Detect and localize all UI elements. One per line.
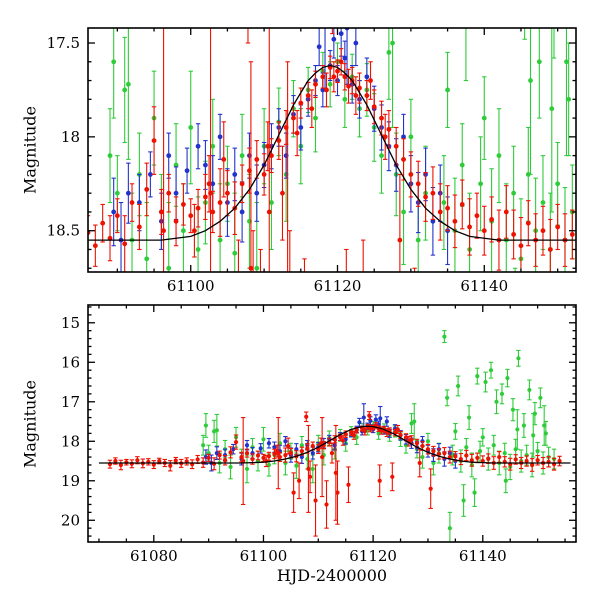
panel-zoom-frame [87, 27, 577, 273]
panel-full-frame [87, 304, 577, 543]
top-panel-y-axis-label: Magnitude [20, 105, 40, 195]
series-red [88, 28, 575, 272]
x-tick-label: 61080 [130, 547, 178, 565]
y-tick-label: 18 [61, 432, 80, 450]
x-tick-label: 61120 [349, 547, 397, 565]
series-red [107, 411, 562, 537]
y-tick-label: 20 [61, 511, 80, 529]
series-green [200, 330, 557, 542]
model-curve [98, 425, 571, 464]
y-tick-label: 17 [61, 393, 80, 411]
model-curve [88, 64, 576, 241]
y-tick-label: 15 [61, 314, 80, 332]
y-tick-label: 18 [61, 128, 80, 146]
panel-full-data [98, 330, 571, 542]
y-tick-label: 19 [61, 472, 80, 490]
x-tick-label: 61120 [314, 277, 362, 295]
y-tick-label: 16 [61, 353, 80, 371]
bottom-panel-y-axis-label: Magnitude [20, 379, 40, 469]
panel-full-tick-labels: 61080 61100 61120 61140 15 16 17 18 19 20 [61, 314, 507, 565]
x-tick-label: 61140 [460, 277, 508, 295]
panel-full-ticks [88, 305, 576, 542]
x-tick-label: 61100 [167, 277, 215, 295]
panel-zoom-ticks [88, 28, 576, 272]
y-tick-label: 18.5 [47, 222, 80, 240]
series-blue [111, 28, 450, 272]
x-tick-label: 61140 [459, 547, 507, 565]
x-axis-label: HJD-2400000 [276, 566, 388, 585]
x-tick-label: 61100 [240, 547, 288, 565]
panel-zoom-tick-labels: 61100 61120 61140 17.5 18 18.5 [47, 34, 509, 295]
y-tick-label: 17.5 [47, 34, 80, 52]
